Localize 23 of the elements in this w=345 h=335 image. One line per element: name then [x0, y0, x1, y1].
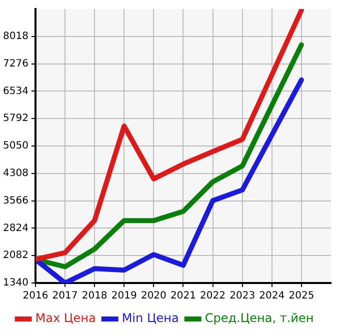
x-tick-label: 2024 [259, 290, 285, 302]
x-tick-label: 2018 [82, 290, 108, 302]
legend-label: Сред.Цена, т.йен [204, 311, 314, 326]
y-tick-label: 8018 [2, 30, 28, 42]
y-tick-label: 6534 [2, 86, 28, 97]
x-tick-label: 2016 [22, 290, 48, 302]
x-tick-label: 2025 [288, 290, 314, 302]
x-tick-label: 2021 [170, 290, 196, 302]
y-tick-label: 5050 [2, 140, 28, 152]
y-tick-label: 5792 [2, 113, 28, 124]
y-tick-label: 7276 [2, 58, 28, 70]
x-tick-label: 2020 [140, 290, 166, 302]
y-tick-label: 4308 [2, 168, 28, 179]
x-tick-label: 2023 [230, 290, 256, 302]
x-tick-label: 2022 [200, 290, 226, 302]
x-tick-label: 2017 [52, 290, 78, 302]
y-tick-label: 3566 [2, 195, 28, 206]
y-tick-label: 2082 [2, 250, 28, 262]
x-tick-label: 2019 [111, 290, 137, 302]
y-tick-label: 1340 [2, 278, 28, 289]
y-tick-label: 2824 [2, 222, 28, 234]
legend-label: Max Цена [35, 311, 96, 326]
legend-label: Min Цена [122, 311, 179, 326]
